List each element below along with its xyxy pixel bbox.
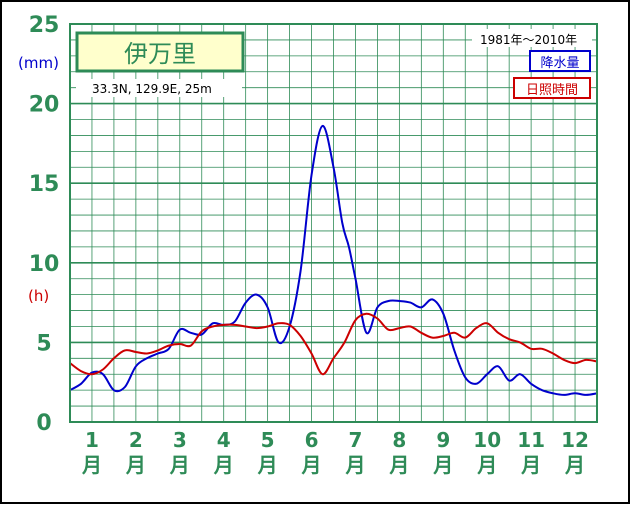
y-tick-label: 15 [29, 172, 60, 197]
x-tick-month-suffix: 月 [476, 453, 497, 477]
unit-precipitation-label: (mm) [18, 54, 59, 72]
x-tick-month-suffix: 月 [388, 453, 409, 477]
x-tick-month-suffix: 月 [213, 453, 234, 477]
sunshine-series-line [69, 312, 598, 376]
y-tick-label: 25 [29, 13, 60, 38]
x-tick-month-number: 5 [261, 428, 275, 452]
legend-sunshine-box [513, 77, 591, 99]
unit-sunshine-label: (h) [28, 287, 49, 305]
x-tick-month-number: 3 [173, 428, 187, 452]
y-tick-label: 10 [29, 252, 60, 277]
x-tick-month-suffix: 月 [520, 453, 541, 477]
x-tick-month-suffix: 月 [344, 453, 365, 477]
plot-border [69, 23, 598, 423]
station-name: 伊万里 [124, 40, 196, 68]
x-tick-month-number: 4 [217, 428, 231, 452]
x-tick-month-suffix: 月 [169, 453, 190, 477]
x-tick-month-suffix: 月 [432, 453, 453, 477]
x-tick-month-number: 12 [561, 428, 589, 452]
x-tick-month-number: 7 [348, 428, 362, 452]
location-box [76, 79, 242, 97]
x-tick-month-suffix: 月 [301, 453, 322, 477]
period-label: 1981年〜2010年 [480, 33, 577, 47]
series-lines [69, 124, 598, 396]
precipitation-series-line [69, 124, 598, 396]
y-axis-labels: 0 5 10 15 20 25 [29, 13, 60, 436]
x-tick-month-number: 10 [473, 428, 501, 452]
x-tick-month-number: 1 [85, 428, 99, 452]
x-tick-month-suffix: 月 [125, 453, 146, 477]
period-box [472, 29, 592, 47]
y-tick-label: 20 [29, 93, 60, 118]
legend-precipitation-label: 降水量 [540, 56, 579, 71]
station-title-box [75, 31, 245, 73]
x-tick-month-number: 9 [436, 428, 450, 452]
y-tick-label: 5 [36, 331, 51, 356]
x-tick-month-suffix: 月 [257, 453, 278, 477]
x-tick-month-suffix: 月 [564, 453, 585, 477]
legend-precipitation-box [529, 50, 591, 72]
x-tick-month-number: 6 [305, 428, 319, 452]
x-tick-month-number: 11 [517, 428, 545, 452]
y-tick-label: 0 [36, 411, 51, 436]
station-location: 33.3N, 129.9E, 25m [92, 82, 212, 96]
x-tick-month-number: 2 [129, 428, 143, 452]
x-tick-month-number: 8 [392, 428, 406, 452]
legend-sunshine-label: 日照時間 [526, 83, 578, 98]
x-tick-month-suffix: 月 [81, 453, 102, 477]
